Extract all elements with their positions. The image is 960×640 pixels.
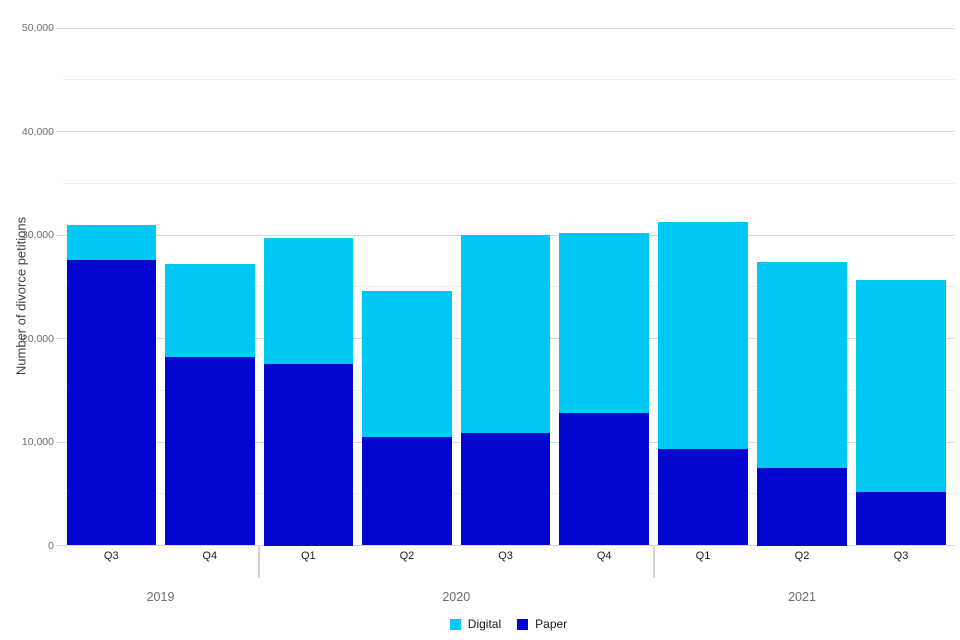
year-label-2019: 2019 — [146, 590, 175, 604]
bar-paper-2020-q1[interactable] — [263, 364, 354, 546]
y-tick-label-40000: 40,000 — [21, 125, 54, 138]
bar-digital-2021-q3[interactable] — [856, 279, 946, 492]
bar-digital-2019-q4[interactable] — [165, 263, 255, 358]
bar-digital-2020-q2[interactable] — [362, 290, 452, 437]
year-label-2020: 2020 — [442, 590, 471, 604]
bar-digital-2020-q1[interactable] — [263, 238, 354, 365]
bar-digital-2021-q2[interactable] — [757, 261, 847, 468]
bar-paper-2020-q3[interactable] — [460, 432, 551, 546]
y-tick-label-10000: 10,000 — [21, 436, 54, 448]
y-tick-30000 — [56, 234, 62, 236]
legend-swatch-paper — [517, 618, 529, 630]
bar-paper-2021-q3[interactable] — [856, 491, 946, 546]
y-tick-20000 — [56, 338, 62, 339]
x-tick-label-2020-q3: Q3 — [498, 550, 513, 562]
legend-swatch-digital — [449, 618, 461, 630]
y-tick-label-20000: 20,000 — [21, 332, 54, 345]
x-tick-label-2021-q3: Q3 — [893, 550, 909, 562]
gridline-0 — [62, 545, 955, 546]
bar-digital-2021-q1[interactable] — [658, 221, 748, 450]
x-tick-label-2020-q1: Q1 — [300, 550, 316, 562]
y-tick-label-50000: 50,000 — [21, 22, 54, 34]
y-tick-label-30000: 30,000 — [21, 229, 54, 241]
group-divider-2019 — [258, 545, 260, 578]
bar-digital-2020-q4[interactable] — [559, 232, 649, 413]
gridline-45000 — [62, 79, 955, 81]
year-label-2021: 2021 — [788, 590, 816, 604]
bar-paper-2019-q3[interactable] — [66, 259, 156, 546]
legend-label-paper: Paper — [535, 617, 568, 631]
group-divider-2020 — [652, 545, 655, 578]
x-tick-label-2021-q1: Q1 — [695, 550, 711, 562]
legend-item-paper[interactable]: Paper — [517, 617, 567, 631]
bar-paper-2020-q4[interactable] — [559, 413, 649, 546]
gridline-35000 — [62, 182, 955, 184]
gridline-40000 — [62, 131, 955, 132]
x-tick-label-2020-q2: Q2 — [399, 550, 415, 562]
y-tick-50000 — [56, 27, 62, 29]
bar-paper-2021-q2[interactable] — [757, 467, 847, 546]
bar-paper-2019-q4[interactable] — [165, 357, 255, 546]
bar-paper-2020-q2[interactable] — [362, 436, 452, 546]
legend: Digital Paper — [62, 615, 955, 633]
x-tick-label-2020-q4: Q4 — [596, 550, 612, 562]
y-tick-10000 — [56, 441, 62, 443]
bar-digital-2020-q3[interactable] — [460, 235, 551, 433]
bar-digital-2019-q3[interactable] — [66, 224, 156, 260]
x-tick-label-2019-q4: Q4 — [202, 550, 218, 562]
y-tick-0 — [56, 545, 62, 546]
y-tick-label-0: 0 — [48, 539, 54, 552]
y-tick-40000 — [56, 131, 62, 132]
bar-paper-2021-q1[interactable] — [658, 449, 748, 546]
legend-label-digital: Digital — [467, 617, 502, 631]
x-tick-label-2021-q2: Q2 — [794, 550, 810, 562]
gridline-50000 — [62, 27, 955, 29]
legend-item-digital[interactable]: Digital — [449, 617, 502, 631]
x-tick-label-2019-q3: Q3 — [103, 550, 119, 562]
